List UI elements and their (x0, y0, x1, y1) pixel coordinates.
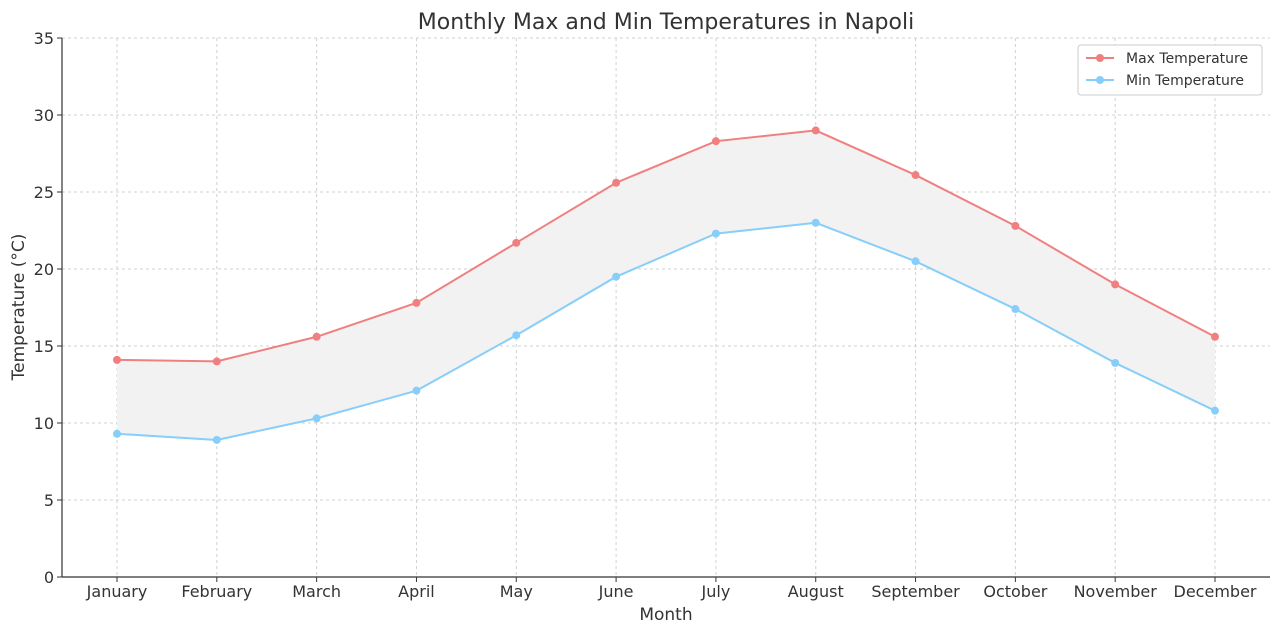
max-point-november (1111, 280, 1120, 289)
legend-min-marker (1096, 76, 1104, 84)
max-temperature-line (116, 129, 1216, 363)
x-tick-label: June (598, 582, 634, 601)
fill-area (117, 130, 1215, 440)
y-tick-label: 5 (44, 491, 54, 510)
x-tick-label: September (871, 582, 960, 601)
x-tick-label: July (701, 582, 731, 601)
max-point-march (312, 332, 321, 341)
min-point-march (312, 414, 321, 423)
x-tick-label: October (983, 582, 1047, 601)
min-point-july (711, 229, 720, 238)
legend-box (1077, 44, 1263, 96)
max-point-august (811, 126, 820, 135)
x-tick-label: May (500, 582, 533, 601)
fill-between (117, 130, 1215, 440)
series-group (113, 126, 1219, 444)
min-point-august (811, 218, 820, 227)
y-tick-label: 0 (44, 568, 54, 587)
y-tick-label: 10 (34, 414, 54, 433)
x-tick-label: February (181, 582, 252, 601)
y-tick-label: 15 (34, 337, 54, 356)
legend-max-label: Max Temperature (1126, 51, 1248, 67)
legend-min-label: Min Temperature (1126, 73, 1244, 89)
min-point-december (1211, 406, 1219, 415)
min-point-september (911, 257, 920, 266)
max-point-may (512, 238, 521, 247)
axes: 0 5 10 15 20 25 30 35 January February March April M… (34, 29, 1270, 601)
min-point-october (1011, 305, 1020, 314)
max-point-july (711, 137, 720, 146)
x-tick-label: April (398, 582, 435, 601)
min-point-november (1111, 358, 1120, 367)
y-tick-label: 25 (34, 183, 54, 202)
min-temperature-line (116, 221, 1216, 441)
legend-max-marker (1096, 54, 1104, 62)
x-tick-label: November (1074, 582, 1158, 601)
max-point-april (412, 298, 421, 307)
min-point-june (612, 272, 621, 281)
x-tick-label: March (292, 582, 341, 601)
min-point-february (212, 435, 221, 444)
y-tick-label: 30 (34, 106, 54, 125)
y-tick-label: 35 (34, 29, 54, 48)
y-tick-label: 20 (34, 260, 54, 279)
x-axis-label: Month (639, 605, 692, 625)
max-point-january (113, 355, 121, 364)
max-point-december (1211, 332, 1219, 341)
min-point-april (412, 386, 421, 395)
chart-title: Monthly Max and Min Temperatures in Napo… (418, 10, 914, 35)
x-tick-label: August (788, 582, 844, 601)
legend: Max Temperature Min Temperature (1077, 44, 1263, 96)
max-point-october (1011, 221, 1020, 230)
min-point-may (512, 331, 521, 340)
x-tick-label: December (1174, 582, 1257, 601)
max-point-february (212, 357, 221, 366)
max-point-september (911, 171, 920, 180)
max-point-june (612, 178, 621, 187)
y-axis-label: Temperature (°C) (9, 234, 29, 382)
x-tick-label: January (86, 582, 148, 601)
min-point-january (113, 429, 121, 438)
